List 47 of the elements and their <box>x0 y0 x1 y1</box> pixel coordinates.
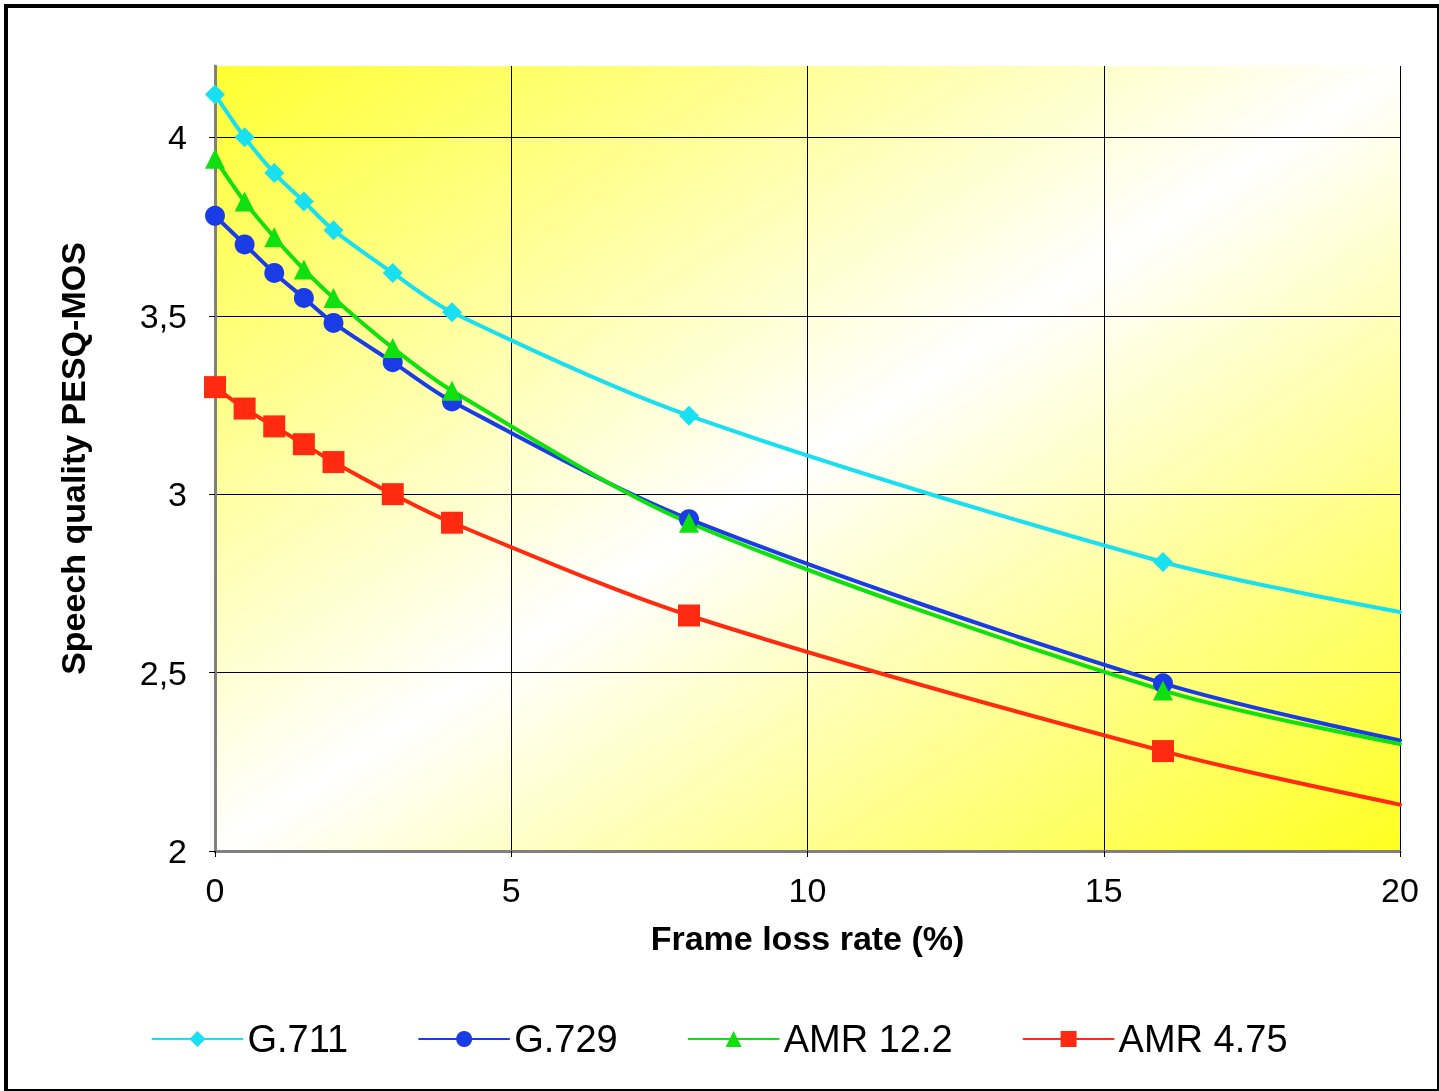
point <box>1153 551 1173 572</box>
point <box>263 415 286 438</box>
x-tick-label: 0 <box>205 871 225 909</box>
point <box>264 163 285 184</box>
point <box>323 220 344 241</box>
point <box>323 312 344 333</box>
x-tick-label: 10 <box>788 871 827 909</box>
point <box>293 191 314 212</box>
legend-label: AMR 4.75 <box>1118 1018 1288 1060</box>
point <box>678 604 700 627</box>
point <box>293 287 314 308</box>
y-tick-label: 3,5 <box>139 296 187 335</box>
point <box>264 227 285 248</box>
point <box>322 451 345 474</box>
y-axis-title: Speech quality PESQ-MOS <box>54 242 92 675</box>
point <box>204 376 226 399</box>
legend-label: G.729 <box>514 1018 618 1060</box>
x-tick-label: 5 <box>501 871 521 909</box>
y-tick-label: 4 <box>168 118 187 157</box>
y-tick-label: 3 <box>168 475 187 514</box>
point <box>205 148 225 169</box>
point <box>233 397 256 420</box>
y-tick-label: 2,5 <box>139 653 187 692</box>
point <box>382 262 403 283</box>
point <box>1152 740 1174 763</box>
legend-label: AMR 12.2 <box>783 1018 953 1060</box>
point <box>381 483 404 506</box>
point <box>442 302 462 323</box>
point <box>1153 680 1173 701</box>
point <box>234 191 255 212</box>
x-tick-label: 20 <box>1381 871 1419 909</box>
point <box>441 511 463 534</box>
point <box>234 127 255 148</box>
legend-label: G.711 <box>247 1018 349 1060</box>
point <box>323 287 344 308</box>
point <box>679 405 699 426</box>
point <box>293 259 314 280</box>
x-axis-title: Frame loss rate (%) <box>650 919 965 957</box>
point <box>205 84 225 105</box>
point <box>442 380 462 401</box>
y-tick-label: 2 <box>168 832 187 870</box>
x-tick-label: 15 <box>1084 871 1123 909</box>
point <box>205 205 225 226</box>
point <box>264 262 285 283</box>
point <box>292 433 315 456</box>
point <box>382 337 403 358</box>
point <box>234 234 255 255</box>
